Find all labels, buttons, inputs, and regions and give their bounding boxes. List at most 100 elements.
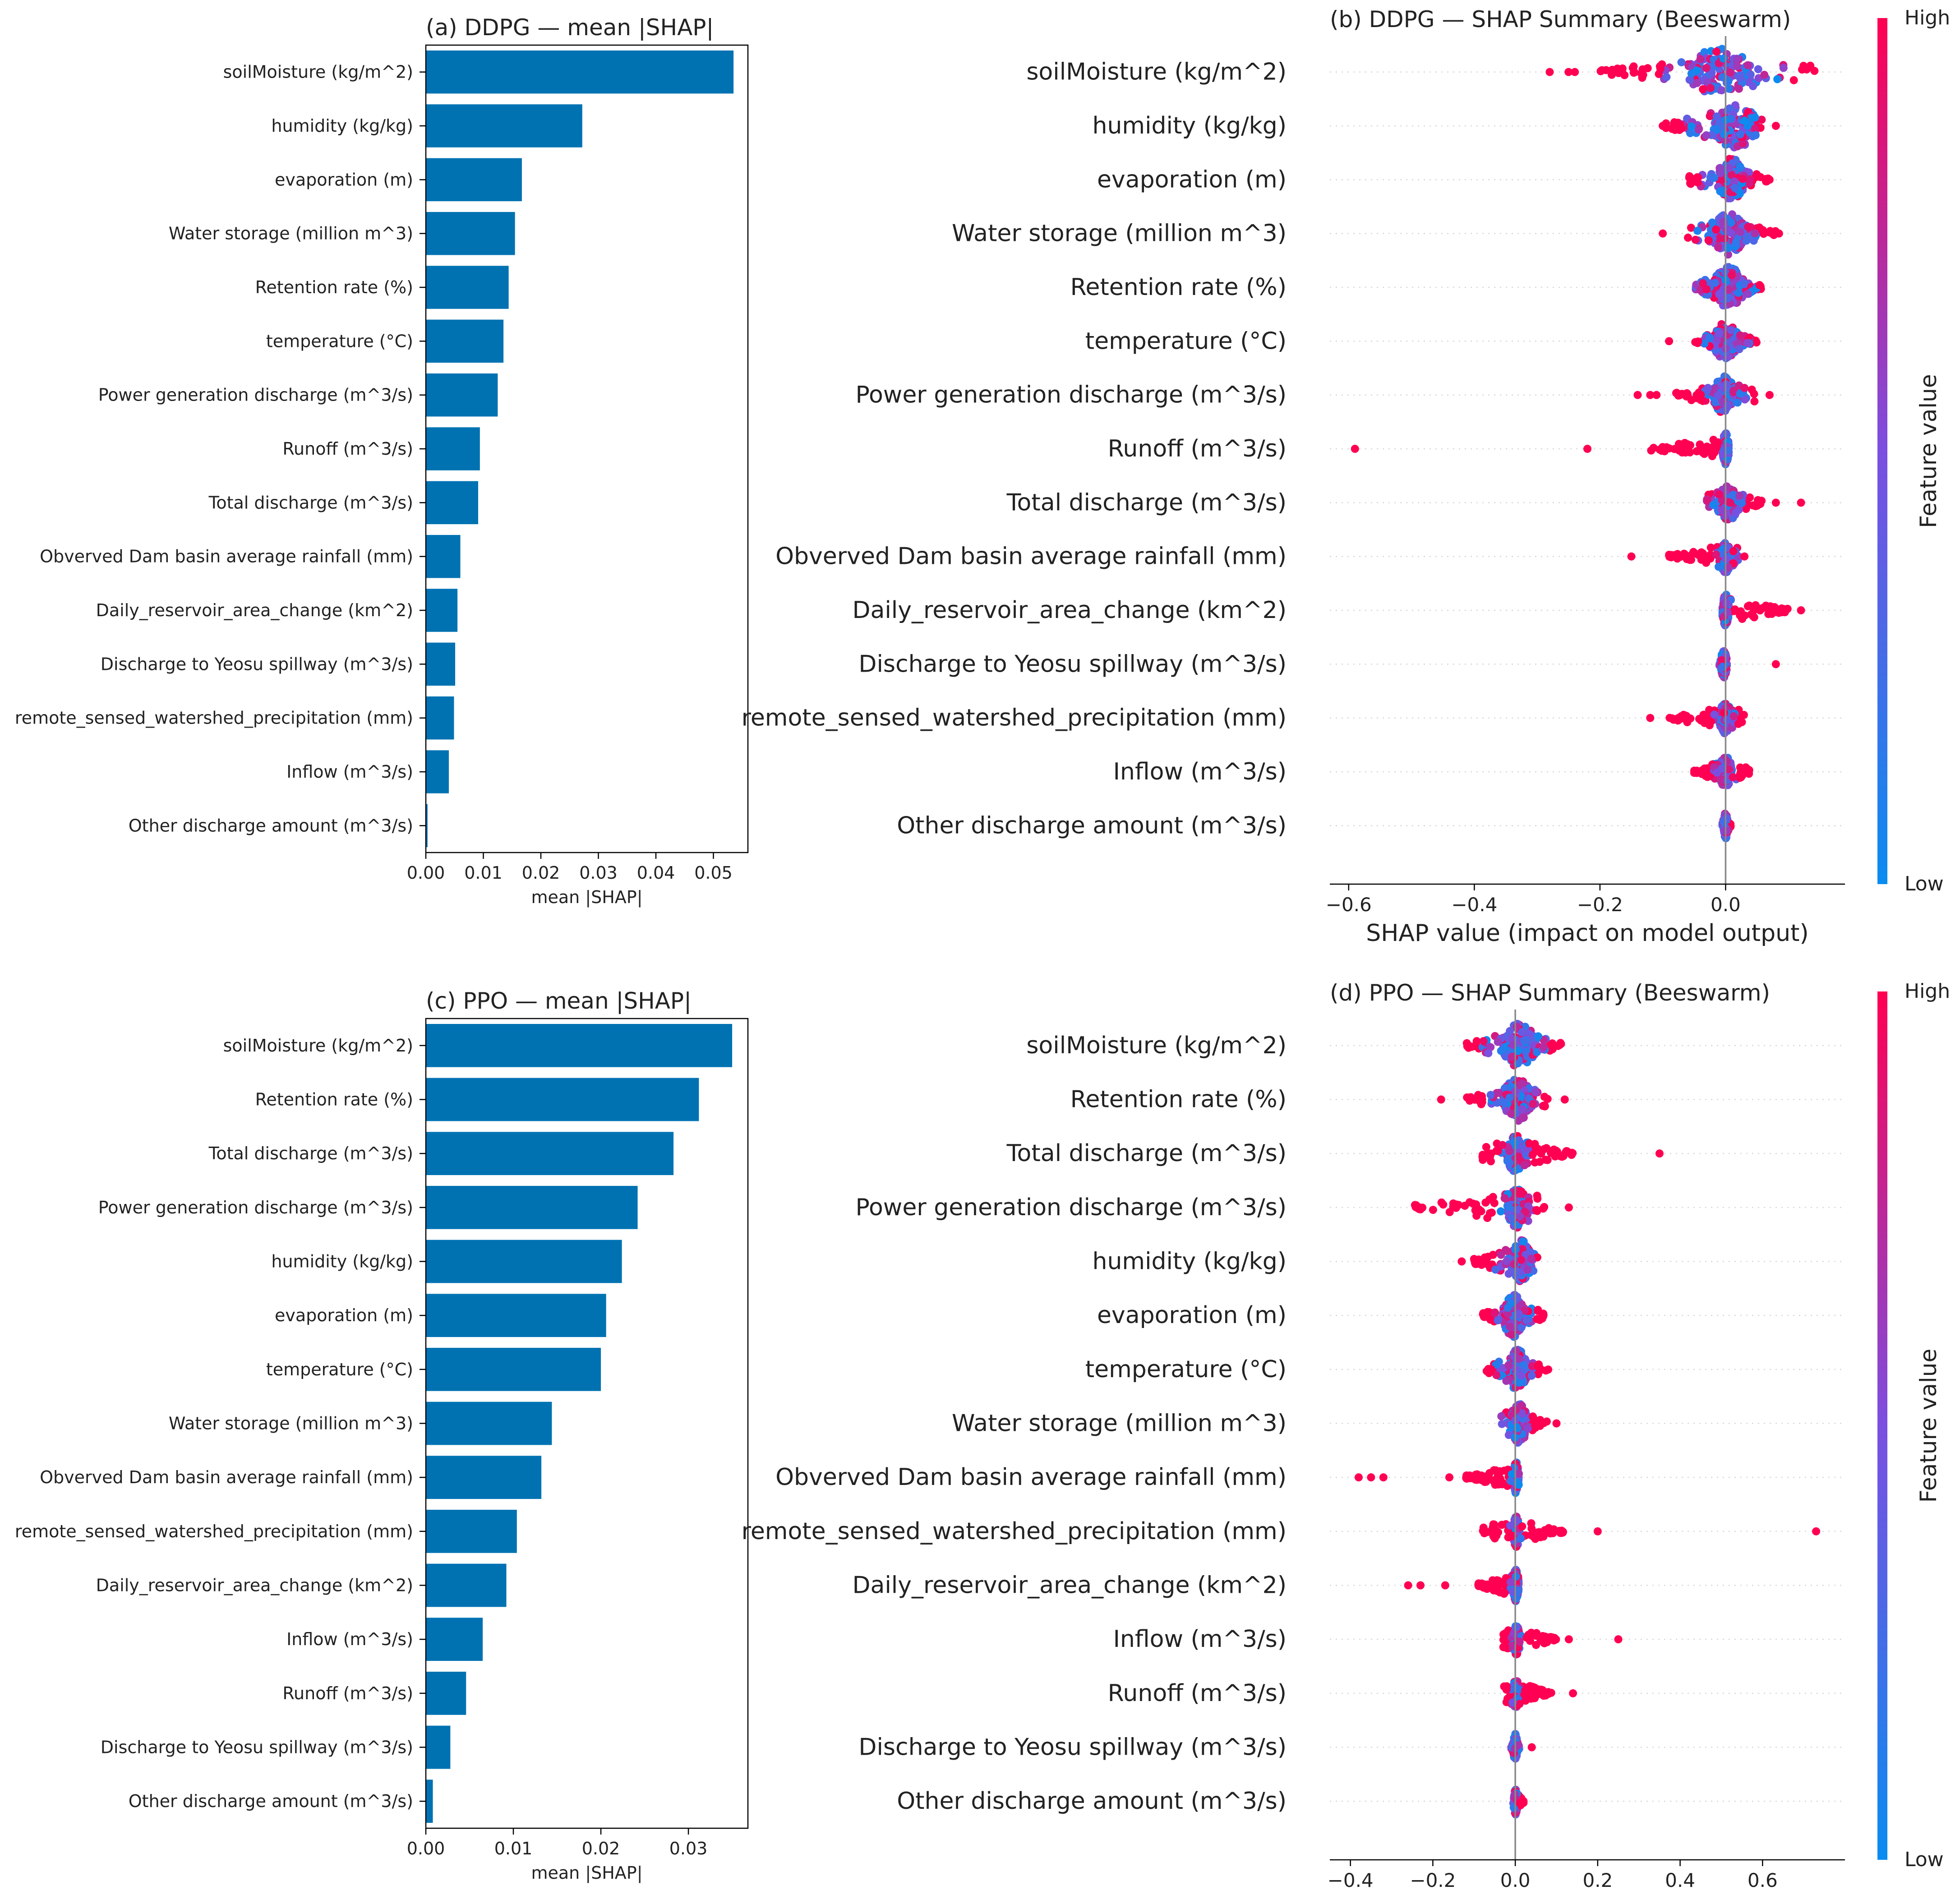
shap-point bbox=[1519, 1237, 1527, 1246]
shap-point bbox=[1677, 58, 1686, 67]
shap-point bbox=[1479, 1037, 1488, 1045]
shap-point bbox=[1712, 550, 1720, 559]
x-tick-label: −0.4 bbox=[1451, 894, 1497, 916]
y-tick-label: Runoff (m^3/s) bbox=[282, 439, 413, 459]
shap-point bbox=[1755, 223, 1764, 232]
shap-point bbox=[1754, 65, 1762, 74]
shap-point bbox=[1718, 663, 1727, 671]
shap-point bbox=[1712, 112, 1721, 121]
shap-point bbox=[1726, 498, 1734, 507]
shap-outlier-point bbox=[1445, 1473, 1453, 1482]
shap-outlier-point bbox=[1457, 1257, 1466, 1266]
shap-point bbox=[1596, 67, 1605, 75]
shap-point bbox=[1675, 126, 1684, 134]
shap-point bbox=[1540, 1042, 1548, 1051]
shap-point bbox=[1527, 1628, 1536, 1637]
shap-point bbox=[1718, 656, 1726, 664]
feature-label: Total discharge (m^3/s) bbox=[1006, 489, 1287, 516]
shap-point bbox=[1708, 218, 1716, 227]
shap-outlier-point bbox=[1771, 122, 1780, 130]
x-axis-label: SHAP value (impact on model output) bbox=[1366, 920, 1808, 947]
shap-point bbox=[1557, 1529, 1566, 1537]
shap-point bbox=[1517, 1256, 1526, 1264]
shap-point bbox=[1716, 187, 1725, 195]
shap-point bbox=[1779, 64, 1788, 72]
bar bbox=[426, 535, 461, 578]
shap-point bbox=[1714, 391, 1723, 400]
shap-point bbox=[1536, 1364, 1544, 1373]
y-tick-label: Discharge to Yeosu spillway (m^3/s) bbox=[101, 654, 413, 674]
shap-point bbox=[1503, 1156, 1512, 1164]
bar bbox=[426, 212, 515, 255]
shap-outlier-point bbox=[1351, 445, 1359, 453]
shap-point bbox=[1715, 290, 1724, 299]
shap-outlier-point bbox=[1659, 122, 1667, 130]
shap-point bbox=[1518, 1079, 1526, 1088]
shap-point bbox=[1563, 1147, 1572, 1156]
shap-point bbox=[1676, 715, 1685, 723]
shap-point bbox=[1736, 331, 1744, 340]
shap-point bbox=[1729, 547, 1738, 555]
shap-point bbox=[1733, 62, 1741, 71]
shap-point bbox=[1734, 719, 1743, 728]
shap-point bbox=[1540, 1203, 1549, 1211]
shap-point bbox=[1449, 1199, 1457, 1208]
shap-point bbox=[1497, 1047, 1505, 1055]
x-tick-label: 0.03 bbox=[579, 863, 618, 883]
shap-point bbox=[1720, 234, 1729, 243]
shap-point bbox=[1483, 1580, 1491, 1589]
shap-point bbox=[1735, 345, 1743, 354]
shap-point bbox=[1707, 69, 1716, 77]
y-tick-label: Water storage (million m^3) bbox=[169, 1414, 413, 1434]
shap-point bbox=[1498, 1141, 1507, 1149]
shap-point bbox=[1778, 608, 1786, 617]
shap-point bbox=[1711, 398, 1720, 406]
shap-point bbox=[1662, 443, 1671, 452]
y-tick-label: Retention rate (%) bbox=[255, 1090, 413, 1110]
shap-point bbox=[1723, 294, 1732, 303]
feature-label: Other discharge amount (m^3/s) bbox=[897, 812, 1287, 839]
shap-outlier-point bbox=[1659, 229, 1667, 238]
shap-point bbox=[1696, 55, 1705, 64]
shap-point bbox=[1525, 1139, 1533, 1148]
bar bbox=[426, 319, 504, 363]
shap-point bbox=[1523, 1265, 1531, 1274]
x-tick-label: −0.2 bbox=[1577, 894, 1623, 916]
feature-label: Retention rate (%) bbox=[1070, 274, 1287, 301]
shap-point bbox=[1740, 116, 1749, 125]
shap-point bbox=[1699, 85, 1707, 93]
shap-point bbox=[1745, 179, 1753, 188]
shap-point bbox=[1687, 69, 1696, 78]
shap-point bbox=[1709, 436, 1718, 444]
shap-point bbox=[1471, 1259, 1479, 1267]
shap-point bbox=[1727, 271, 1736, 279]
bar bbox=[426, 750, 449, 793]
shap-point bbox=[1462, 1471, 1471, 1480]
shap-point bbox=[1484, 1049, 1493, 1057]
shap-point bbox=[1773, 75, 1782, 83]
shap-point bbox=[1490, 1525, 1499, 1534]
shap-point bbox=[1733, 55, 1741, 63]
shap-point bbox=[1751, 124, 1759, 133]
feature-label: soilMoisture (kg/m^2) bbox=[1026, 1032, 1287, 1059]
shap-point bbox=[1724, 286, 1733, 294]
shap-point bbox=[1723, 608, 1732, 617]
y-tick-label: Water storage (million m^3) bbox=[169, 224, 413, 244]
shap-point bbox=[1732, 238, 1740, 247]
shap-point bbox=[1698, 279, 1707, 288]
shap-point bbox=[1726, 229, 1735, 237]
panel-d-beeswarm-chart: (d) PPO — SHAP Summary (Beeswarm)soilMoi… bbox=[742, 980, 1951, 1891]
shap-point bbox=[1505, 1322, 1514, 1331]
x-tick-label: 0.00 bbox=[407, 1839, 445, 1858]
shap-outlier-point bbox=[1564, 1203, 1573, 1212]
shap-point bbox=[1750, 397, 1759, 406]
shap-point bbox=[1729, 773, 1737, 781]
y-tick-label: Power generation discharge (m^3/s) bbox=[98, 385, 413, 405]
feature-label: Runoff (m^3/s) bbox=[1108, 1680, 1287, 1707]
bar bbox=[426, 1671, 466, 1715]
shap-outlier-point bbox=[1441, 1581, 1449, 1590]
x-tick-label: 0.03 bbox=[669, 1839, 708, 1858]
shap-point bbox=[1500, 1194, 1509, 1203]
shap-point bbox=[1516, 1190, 1524, 1198]
shap-outlier-point bbox=[1437, 1095, 1445, 1104]
